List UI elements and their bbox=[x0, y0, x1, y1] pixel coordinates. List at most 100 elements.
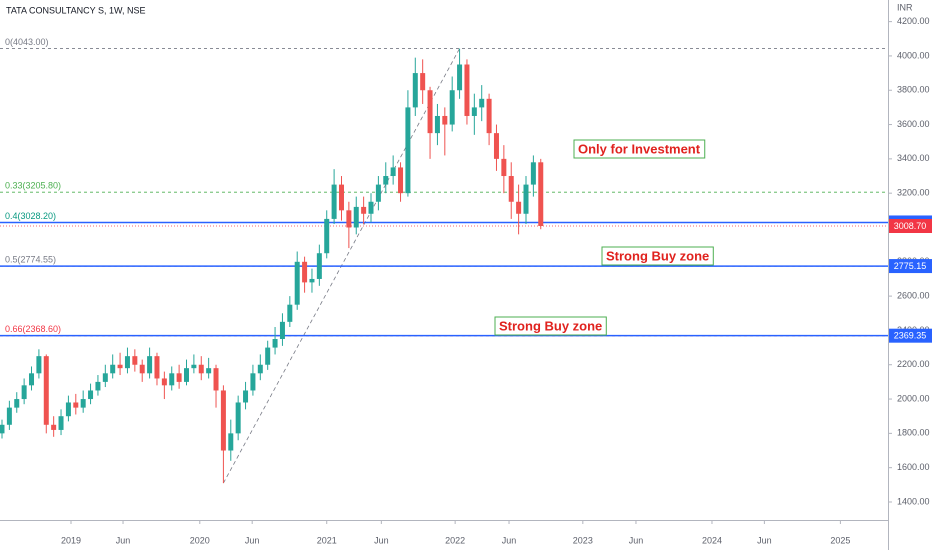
y-tick-label: 3400.00 bbox=[897, 153, 930, 163]
candle-body bbox=[442, 115, 448, 125]
x-tick-label: 2021 bbox=[317, 535, 337, 545]
y-tick-label: 1600.00 bbox=[897, 462, 930, 472]
candle-body bbox=[331, 184, 337, 219]
candle-body bbox=[294, 261, 300, 305]
candle-body bbox=[206, 368, 212, 374]
candle-body bbox=[80, 399, 86, 408]
candle-body bbox=[265, 347, 271, 365]
annotation-box bbox=[573, 139, 706, 159]
candle-body bbox=[486, 98, 492, 134]
candle-body bbox=[73, 402, 79, 408]
price-badge bbox=[889, 218, 932, 233]
candle-body bbox=[243, 390, 249, 403]
candle-body bbox=[51, 424, 57, 430]
price-badge-label: 2775.15 bbox=[894, 261, 927, 271]
price-badge-label: 3008.70 bbox=[894, 221, 927, 231]
candle-body bbox=[279, 321, 285, 340]
candle-body bbox=[65, 402, 71, 417]
candle-body bbox=[309, 278, 315, 283]
candle-body bbox=[95, 381, 101, 391]
candle-body bbox=[88, 390, 94, 400]
candle-body bbox=[383, 176, 389, 185]
candle-body bbox=[464, 64, 470, 116]
x-tick-label: Jun bbox=[629, 535, 644, 545]
y-tick-label: 3800.00 bbox=[897, 85, 930, 95]
candle-body bbox=[191, 364, 197, 369]
candle-body bbox=[346, 210, 352, 228]
candle-body bbox=[375, 184, 381, 202]
candle-body bbox=[117, 364, 123, 369]
candle-body bbox=[530, 162, 536, 185]
currency-label: INR bbox=[897, 2, 913, 12]
candle-body bbox=[161, 378, 167, 386]
candle-body bbox=[147, 356, 153, 374]
candle-body bbox=[398, 167, 404, 194]
candle-body bbox=[471, 107, 477, 116]
price-badge-label: 2369.35 bbox=[894, 331, 927, 341]
candle-body bbox=[501, 158, 507, 177]
x-tick-label: Jun bbox=[245, 535, 260, 545]
candle-body bbox=[102, 373, 108, 382]
candle-body bbox=[132, 356, 138, 365]
fib-label: 0.33(3205.80) bbox=[5, 181, 61, 191]
candle-body bbox=[449, 90, 455, 125]
candle-body bbox=[353, 206, 359, 228]
x-tick-label: Jun bbox=[116, 535, 131, 545]
candle-body bbox=[198, 364, 204, 374]
x-tick-label: Jun bbox=[502, 535, 517, 545]
candle-body bbox=[538, 162, 544, 226]
candle-body bbox=[228, 433, 234, 451]
candle-body bbox=[213, 368, 219, 391]
annotation-text: Strong Buy zone bbox=[606, 248, 709, 263]
candle-body bbox=[316, 253, 322, 279]
x-tick-label: Jun bbox=[374, 535, 389, 545]
candle-body bbox=[516, 201, 522, 214]
candle-body bbox=[257, 364, 263, 374]
candle-body bbox=[479, 98, 485, 108]
annotation-text: Strong Buy zone bbox=[499, 318, 602, 333]
candle-body bbox=[361, 206, 367, 214]
chart-title: TATA CONSULTANCY S, 1W, NSE bbox=[6, 5, 146, 15]
candle-body bbox=[110, 364, 116, 374]
x-tick-label: 2024 bbox=[702, 535, 722, 545]
candle-body bbox=[523, 184, 529, 214]
x-tick-label: Jun bbox=[757, 535, 772, 545]
candle-body bbox=[324, 218, 330, 254]
candle-body bbox=[14, 399, 20, 408]
price-badge bbox=[889, 328, 932, 343]
candle-body bbox=[302, 261, 308, 283]
candle-body bbox=[235, 402, 241, 434]
candle-body bbox=[493, 133, 499, 159]
fib-label: 0.5(2774.55) bbox=[5, 255, 56, 265]
fib-label: 0.66(2368.60) bbox=[5, 324, 61, 334]
candle-body bbox=[508, 176, 514, 202]
candle-body bbox=[457, 64, 463, 91]
candle-body bbox=[43, 356, 49, 425]
annotation-box bbox=[494, 316, 607, 336]
candle-body bbox=[58, 416, 64, 430]
candle-body bbox=[0, 424, 5, 434]
annotation-box bbox=[601, 246, 714, 266]
candle-body bbox=[220, 390, 226, 451]
candle-body bbox=[139, 364, 145, 374]
candle-body bbox=[21, 385, 27, 400]
x-tick-label: 2020 bbox=[190, 535, 210, 545]
candle-body bbox=[169, 373, 175, 386]
candle-body bbox=[434, 115, 440, 134]
candle-body bbox=[250, 373, 256, 391]
candle-body bbox=[6, 407, 12, 425]
candle-body bbox=[338, 184, 344, 211]
fib-label: 0(4043.00) bbox=[5, 37, 49, 47]
price-badge bbox=[889, 259, 932, 274]
candle-body bbox=[287, 304, 293, 322]
y-tick-label: 2000.00 bbox=[897, 393, 930, 403]
candle-body bbox=[154, 356, 160, 379]
x-tick-label: 2022 bbox=[445, 535, 465, 545]
candle-body bbox=[29, 373, 35, 386]
candle-body bbox=[420, 73, 426, 91]
y-tick-label: 2200.00 bbox=[897, 359, 930, 369]
candle-body bbox=[390, 167, 396, 177]
candle-body bbox=[272, 339, 278, 348]
